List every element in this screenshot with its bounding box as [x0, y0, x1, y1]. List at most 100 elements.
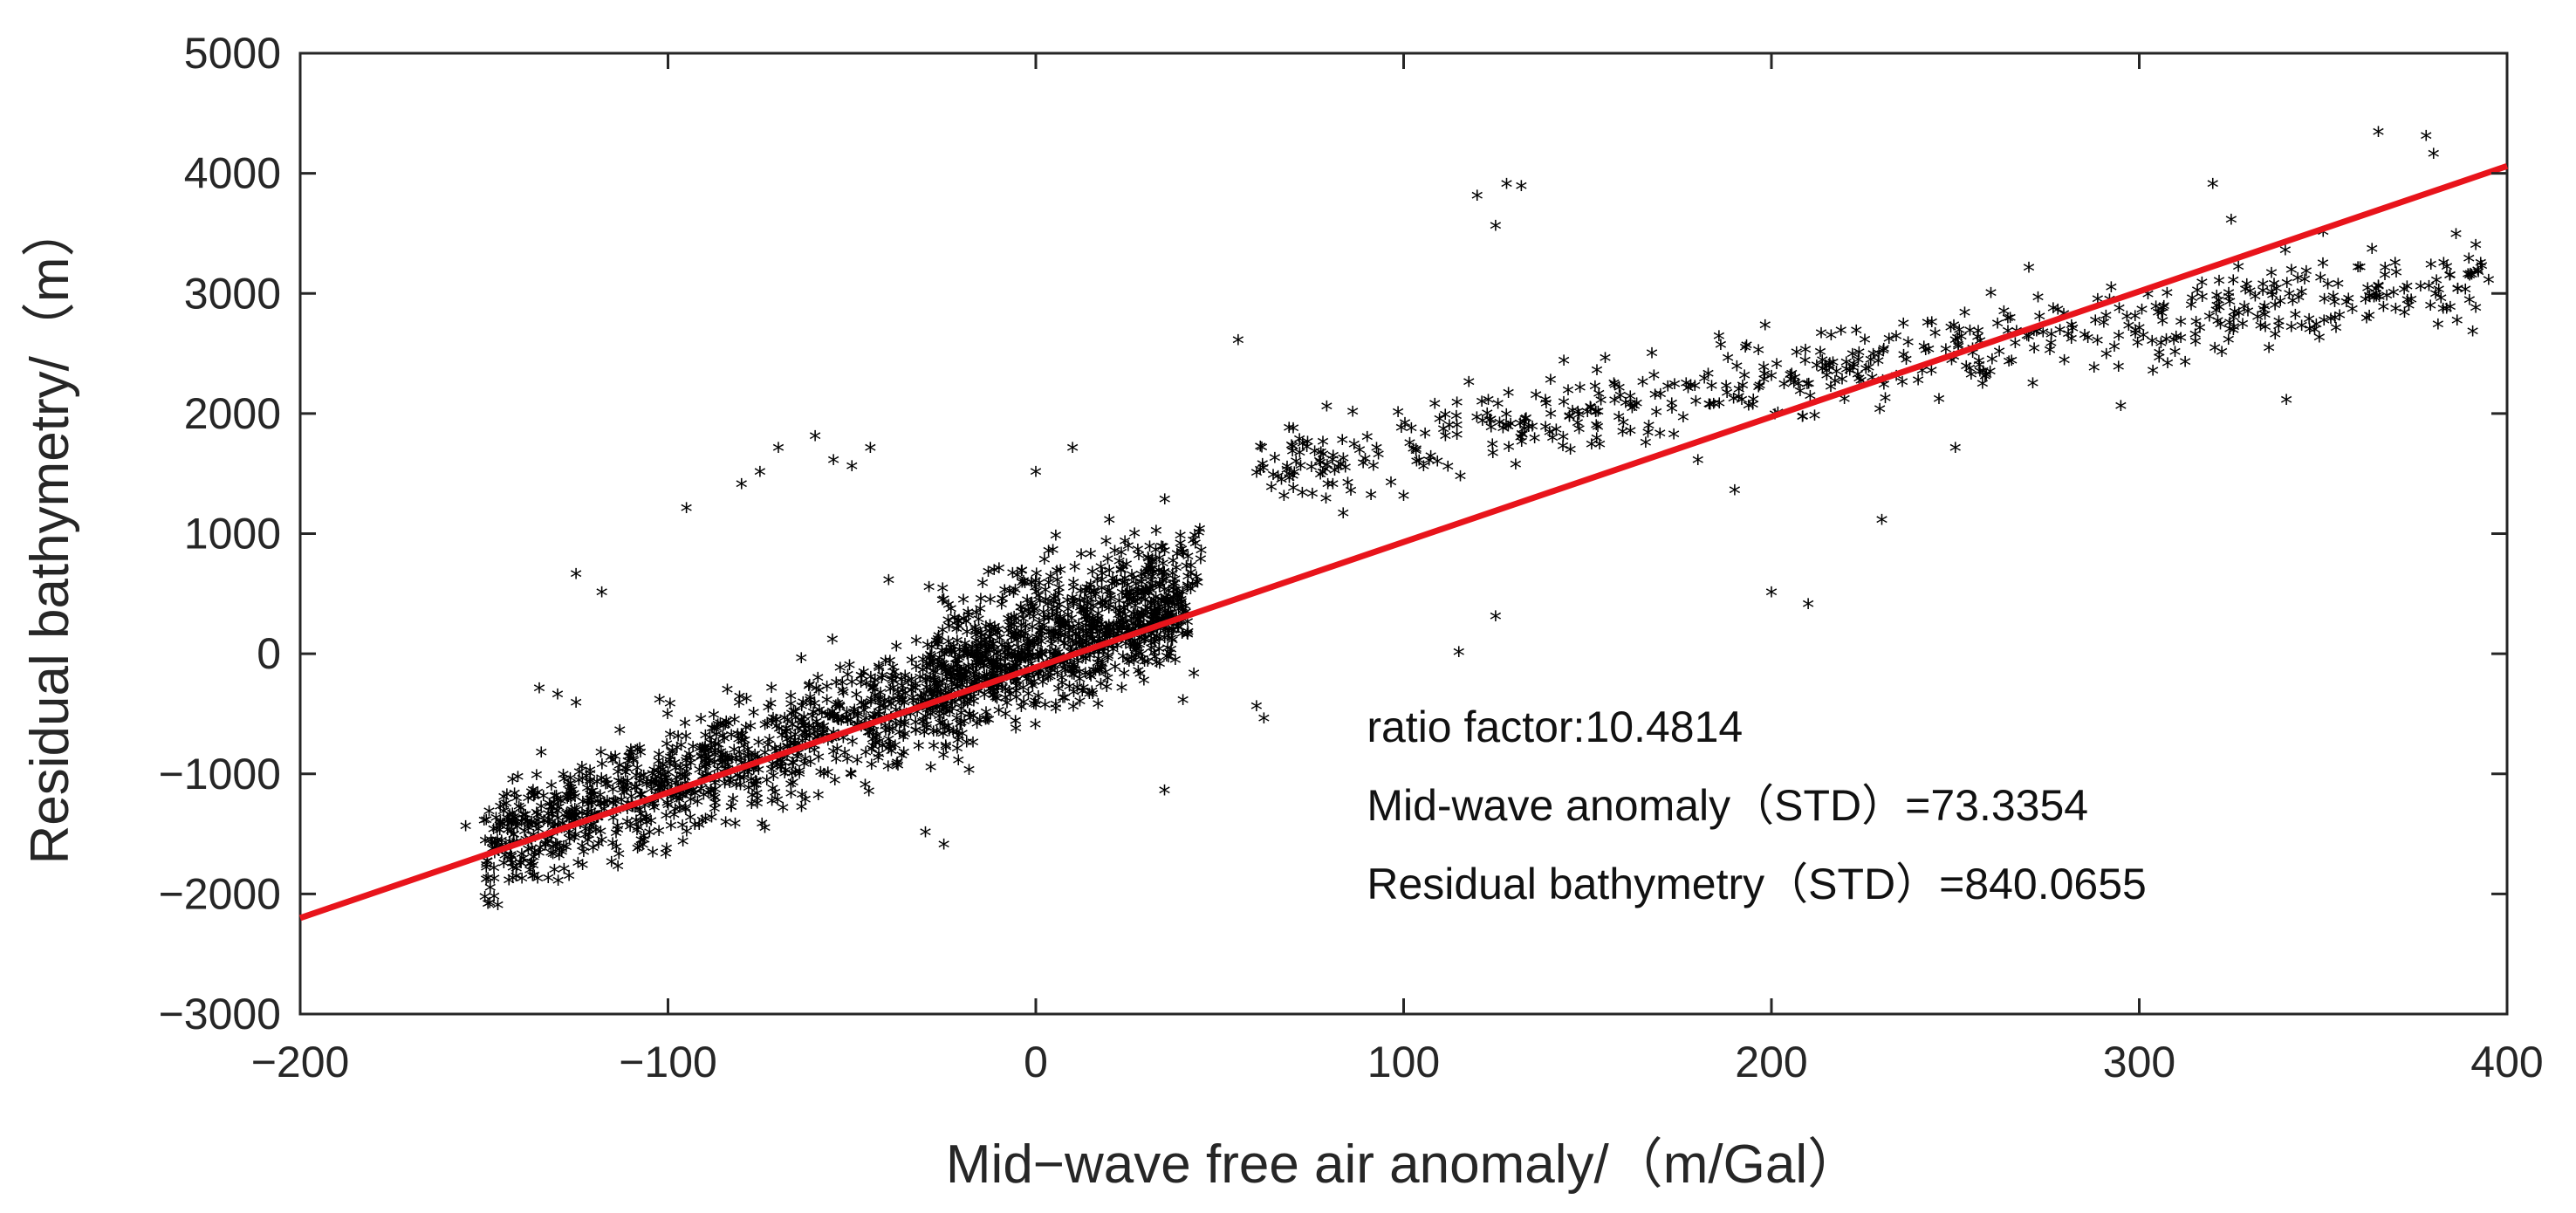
x-tick-label: 0 [1024, 1038, 1048, 1086]
data-point: * [1139, 579, 1151, 607]
data-point: * [1161, 589, 1174, 618]
data-point: * [2372, 121, 2384, 150]
data-point: * [497, 786, 510, 815]
data-point: * [1964, 320, 1977, 349]
data-point: * [1720, 375, 1732, 404]
data-point: * [927, 651, 939, 680]
data-point: * [1093, 611, 1105, 640]
data-point: * [596, 753, 608, 782]
data-point: * [1977, 360, 1990, 389]
data-point: * [2088, 357, 2100, 386]
data-point: * [1157, 552, 1169, 581]
data-point: * [1045, 634, 1058, 662]
data-point: * [1628, 395, 1641, 424]
data-point: * [596, 581, 608, 610]
data-point: * [974, 709, 986, 738]
data-point: * [979, 642, 991, 671]
data-point: * [1666, 393, 1678, 421]
data-point: * [916, 711, 928, 740]
data-point: * [1385, 472, 1397, 501]
data-point: * [1595, 389, 1607, 418]
data-point: * [1113, 551, 1126, 579]
data-point: * [1095, 656, 1107, 685]
data-point: * [1624, 386, 1636, 415]
data-point: * [1808, 405, 1820, 434]
data-point: * [1740, 334, 1752, 363]
data-point: * [790, 707, 802, 736]
data-point: * [1815, 323, 1827, 352]
data-point: * [1003, 638, 1015, 667]
data-point: * [720, 812, 732, 840]
data-point: * [1514, 413, 1526, 442]
data-point: * [907, 676, 919, 705]
data-point: * [2092, 330, 2104, 359]
data-point: * [808, 693, 820, 722]
data-point: * [798, 715, 811, 744]
data-point: * [1972, 320, 1984, 349]
data-point: * [631, 738, 643, 767]
data-point: * [552, 789, 564, 818]
data-point: * [1853, 341, 1865, 370]
data-point: * [887, 689, 899, 717]
data-point: * [547, 837, 559, 866]
data-point: * [2120, 306, 2133, 335]
data-point: * [780, 721, 792, 750]
data-point: * [826, 705, 839, 734]
data-point: * [1157, 562, 1169, 591]
data-point: * [569, 824, 581, 853]
data-point: * [1059, 613, 1072, 642]
data-point: * [1073, 590, 1086, 619]
data-point: * [1090, 584, 1102, 613]
data-point: * [1182, 546, 1194, 575]
data-point: * [1053, 578, 1065, 606]
data-point: * [957, 589, 969, 618]
data-point: * [998, 579, 1011, 608]
data-point: * [521, 811, 533, 840]
data-point: * [936, 589, 949, 618]
data-point: * [772, 437, 784, 466]
data-point: * [829, 770, 841, 798]
data-point: * [708, 718, 720, 747]
data-point: * [1463, 372, 1475, 401]
data-point: * [702, 741, 714, 770]
data-point: * [661, 733, 673, 762]
data-point: * [2237, 313, 2249, 342]
data-point: * [990, 620, 1002, 648]
data-point: * [2433, 279, 2445, 308]
data-point: * [2244, 281, 2256, 310]
data-point: * [510, 858, 523, 887]
data-point: * [2210, 295, 2223, 324]
data-point: * [1103, 510, 1115, 538]
data-point: * [1778, 373, 1790, 402]
data-point: * [1132, 634, 1144, 663]
data-point: * [677, 831, 689, 860]
data-point: * [846, 730, 859, 759]
data-point: * [542, 804, 554, 833]
data-point: * [953, 647, 965, 675]
data-point: * [634, 771, 646, 799]
data-point: * [1729, 479, 1741, 508]
data-point: * [1591, 360, 1603, 388]
data-point: * [1066, 660, 1079, 689]
y-tick-label: −1000 [159, 750, 281, 798]
data-point: * [871, 725, 883, 754]
data-point: * [525, 781, 538, 810]
data-point: * [1069, 556, 1081, 585]
data-point: * [1315, 442, 1327, 470]
data-point: * [1984, 282, 1997, 311]
data-point: * [1470, 407, 1483, 435]
data-point: * [1043, 607, 1055, 636]
data-point: * [1503, 436, 1515, 465]
data-point: * [1017, 608, 1030, 637]
data-point: * [1820, 360, 1833, 389]
data-point: * [640, 806, 652, 835]
data-point: * [1062, 605, 1074, 634]
data-point: * [1297, 433, 1309, 462]
x-tick-label: 100 [1367, 1038, 1440, 1086]
data-point: * [1095, 556, 1107, 585]
data-point: * [535, 796, 547, 825]
data-point: * [936, 578, 949, 606]
data-point: * [1545, 403, 1557, 432]
data-point: * [969, 645, 981, 674]
data-point: * [1451, 424, 1463, 453]
